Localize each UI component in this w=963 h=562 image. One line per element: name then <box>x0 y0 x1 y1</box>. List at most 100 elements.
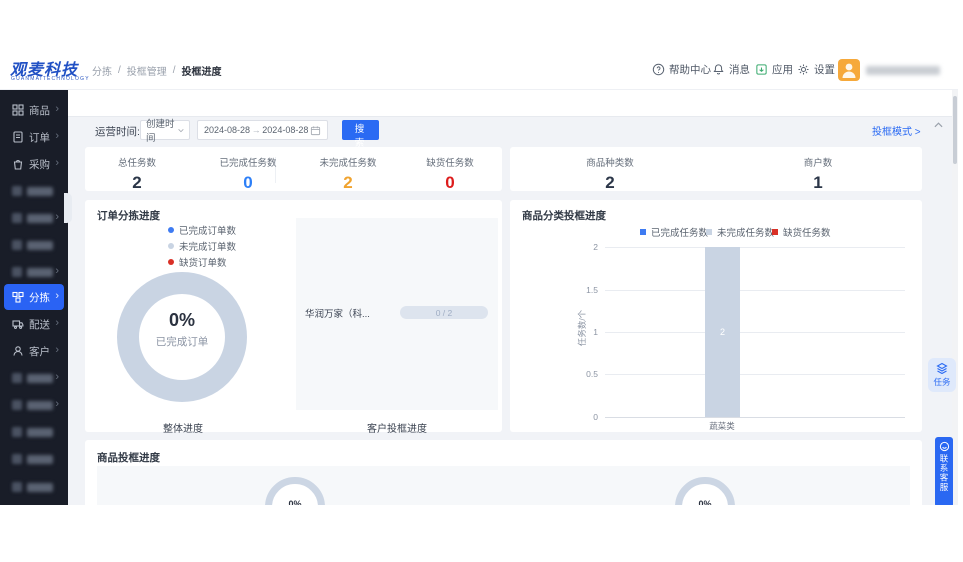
messages-button[interactable]: 消息 <box>712 62 750 77</box>
donut-center-text: 0% 已完成订单 <box>117 310 247 349</box>
stat-merchants: 商户数 1 <box>763 155 873 193</box>
legend-square-red <box>772 229 778 235</box>
chevron-right-icon: › <box>55 211 59 223</box>
customer-name: 华润万家（科... <box>305 309 370 320</box>
apps-icon <box>756 64 767 75</box>
blurred-icon <box>12 373 22 383</box>
legend-label: 未完成订单数 <box>179 242 237 253</box>
legend-square-gray <box>706 229 712 235</box>
sidebar-item-delivery[interactable]: 配送 › <box>4 311 64 337</box>
chevron-right-icon: › <box>55 157 59 169</box>
sidebar: 商品 › 订单 › 采购 › › › 分拣 › <box>0 90 68 505</box>
time-type-select[interactable]: 创建时间 <box>140 119 190 144</box>
chevron-up-icon <box>934 122 943 128</box>
chevron-right-icon: › <box>55 265 59 277</box>
sidebar-item-hidden[interactable]: › <box>4 392 64 418</box>
order-sorting-panel: 订单分拣进度 已完成订单数 未完成订单数 缺货订单数 0% 已完成订单 整体进度… <box>85 200 502 435</box>
date-end-value: 2024-08-28 <box>262 125 309 135</box>
sidebar-item-goods[interactable]: 商品 › <box>4 97 64 123</box>
apps-button[interactable]: 应用 <box>755 62 793 77</box>
sidebar-item-hidden[interactable]: › <box>4 365 64 391</box>
user-icon <box>842 63 856 78</box>
blurred-icon <box>12 267 22 277</box>
task-float-label: 任务 <box>933 377 951 387</box>
logo-title: 观麦科技 <box>10 62 79 79</box>
stat-outofstock-tasks: 缺货任务数 0 <box>395 155 505 193</box>
blurred-label <box>27 240 53 250</box>
legend-item[interactable]: 已完成任务数 <box>640 225 708 239</box>
sidebar-item-orders[interactable]: 订单 › <box>4 124 64 150</box>
stat-label: 商户数 <box>803 158 833 169</box>
breadcrumb-item[interactable]: 分拣 <box>92 67 112 78</box>
stat-value: 0 <box>445 173 455 192</box>
scrollbar[interactable] <box>952 90 958 505</box>
blurred-icon <box>12 454 22 464</box>
basket-mode-link[interactable]: 投框模式 > <box>872 127 921 138</box>
blurred-label <box>27 482 53 492</box>
scrollbar-thumb[interactable] <box>953 96 957 164</box>
blurred-label <box>27 186 53 196</box>
sidebar-item-customers[interactable]: 客户 › <box>4 338 64 364</box>
calendar-icon <box>310 125 321 135</box>
blurred-icon <box>12 213 22 223</box>
search-button[interactable]: 搜 索 <box>342 120 379 149</box>
panel-title: 商品投框进度 <box>97 452 160 464</box>
sidebar-item-hidden[interactable] <box>4 178 64 204</box>
bar-uncompleted[interactable]: 2 <box>705 247 740 417</box>
blurred-label <box>27 267 53 277</box>
chevron-right-icon: › <box>55 344 59 356</box>
task-float-button[interactable]: 任务 <box>928 358 956 392</box>
stat-value: 2 <box>605 173 615 192</box>
username-blurred <box>866 66 940 75</box>
legend-item[interactable]: 已完成订单数 <box>168 223 236 237</box>
sidebar-item-sorting[interactable]: 分拣 › <box>4 284 64 310</box>
blurred-icon <box>12 427 22 437</box>
date-range-input[interactable]: 2024-08-28 → 2024-08-28 <box>197 120 328 140</box>
chevron-down-icon <box>178 128 184 132</box>
sidebar-item-label: 配送 <box>29 318 50 331</box>
breadcrumb-item[interactable]: 投框管理 <box>126 67 167 78</box>
tab-bar <box>68 90 958 117</box>
chevron-right-icon: › <box>55 317 59 329</box>
sidebar-item-hidden[interactable] <box>4 474 64 500</box>
x-axis-line <box>605 417 905 418</box>
sidebar-collapse-handle[interactable] <box>64 193 72 223</box>
sidebar-item-hidden[interactable] <box>4 232 64 258</box>
legend-item[interactable]: 缺货订单数 <box>168 255 227 269</box>
truck-icon <box>12 320 24 329</box>
breadcrumb-separator: / <box>172 65 176 76</box>
legend-label: 缺货任务数 <box>783 228 831 239</box>
sidebar-item-hidden[interactable] <box>4 446 64 472</box>
sidebar-item-hidden[interactable]: › <box>4 205 64 231</box>
time-type-value: 创建时间 <box>146 119 175 144</box>
legend-item[interactable]: 缺货任务数 <box>772 225 831 239</box>
blurred-label <box>27 213 53 223</box>
legend-item[interactable]: 未完成订单数 <box>168 239 236 253</box>
date-range-arrow: → <box>251 125 261 135</box>
legend-label: 缺货订单数 <box>179 258 227 269</box>
sorting-icon <box>12 291 24 303</box>
gridline <box>605 247 905 248</box>
collapse-filter-button[interactable] <box>934 122 943 128</box>
stat-value: 2 <box>343 173 353 192</box>
app-window: 观麦科技 GUANMAITECHNOLOGY 分拣 / 投框管理 / 投框进度 … <box>0 50 958 505</box>
help-center-button[interactable]: 帮助中心 <box>652 62 711 77</box>
legend-item[interactable]: 未完成任务数 <box>706 225 774 239</box>
y-tick-label: 0.5 <box>586 369 598 379</box>
sidebar-item-label: 客户 <box>29 345 50 358</box>
bar-value-label: 2 <box>719 327 725 337</box>
settings-button[interactable]: 设置 <box>797 62 835 77</box>
customer-service-button[interactable]: 联系客服 <box>935 437 953 505</box>
sidebar-item-hidden[interactable]: › <box>4 259 64 285</box>
blurred-label <box>27 427 53 437</box>
stack-icon <box>936 362 948 374</box>
sidebar-item-hidden[interactable] <box>4 419 64 445</box>
chevron-right-icon: › <box>55 130 59 142</box>
breadcrumb-current: 投框进度 <box>181 67 222 78</box>
panel-title: 订单分拣进度 <box>97 210 160 222</box>
customer-progress-text: 0 / 2 <box>435 307 453 318</box>
sidebar-item-purchase[interactable]: 采购 › <box>4 151 64 177</box>
stat-uncompleted-tasks: 未完成任务数 2 <box>293 155 403 193</box>
avatar[interactable] <box>838 59 860 81</box>
y-tick-label: 0 <box>593 412 598 422</box>
